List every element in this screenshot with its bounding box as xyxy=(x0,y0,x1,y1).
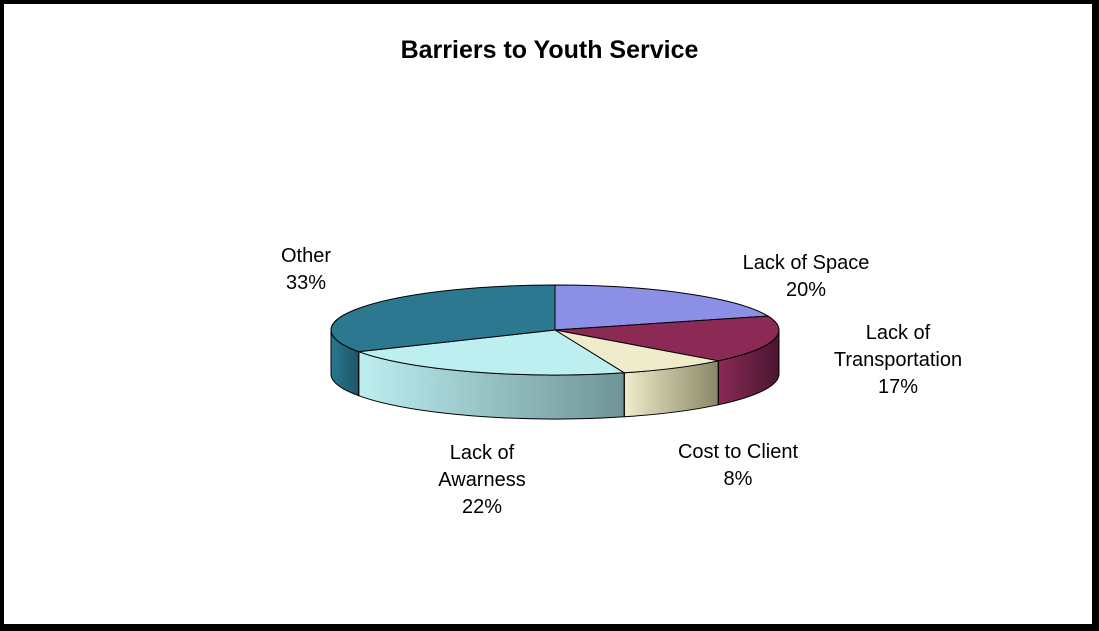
slice-label-1: Lack of Transportation 17% xyxy=(834,322,962,398)
pie-slice-4 xyxy=(330,284,556,353)
pie-slice-3 xyxy=(358,329,626,376)
slice-label-3: Lack of Awarness 22% xyxy=(438,442,525,518)
slice-label-4: Other 33% xyxy=(281,245,331,294)
pie-slice-2 xyxy=(554,329,719,374)
pie-sides xyxy=(330,329,780,420)
pie-slice-1 xyxy=(554,315,780,362)
pie-top xyxy=(330,284,780,376)
chart-title: Barriers to Youth Service xyxy=(400,36,699,64)
pie-labels: Lack of Space 20% Lack of Transportation 17%… xyxy=(281,245,962,518)
slice-label-2: Cost to Client 8% xyxy=(678,441,798,490)
pie-slice-0 xyxy=(554,284,770,331)
slice-label-0: Lack of Space 20% xyxy=(743,252,870,301)
